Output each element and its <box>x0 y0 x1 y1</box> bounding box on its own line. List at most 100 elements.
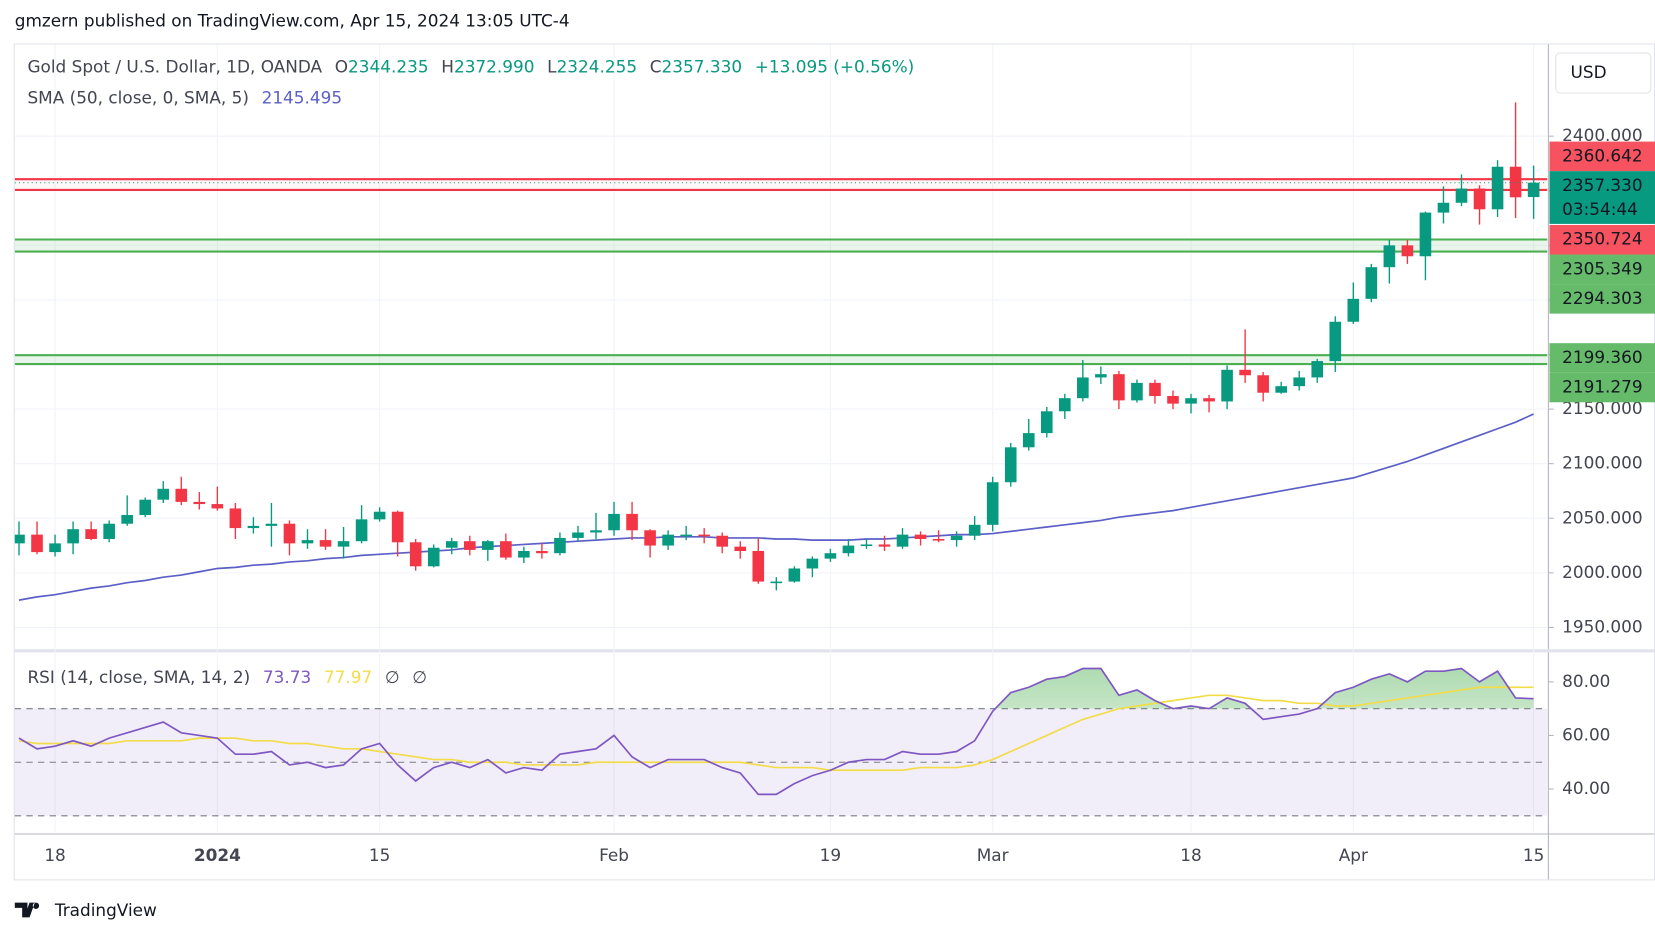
candle-body <box>716 535 729 547</box>
level-badge-label: 2360.642 <box>1562 145 1643 165</box>
level-zone <box>14 239 1548 252</box>
candle-body <box>337 541 350 547</box>
candle-body <box>1293 377 1306 387</box>
ohlc-key: O <box>335 57 348 77</box>
candle-body <box>1329 321 1342 362</box>
candle-body <box>1509 166 1522 198</box>
candle-body <box>229 508 242 529</box>
x-tick-label: 18 <box>44 845 65 865</box>
sma-value: 2145.495 <box>262 87 343 107</box>
x-tick-label: Mar <box>977 845 1009 865</box>
rsi-tick-label: 40.00 <box>1562 778 1610 798</box>
symbol-legend: Gold Spot / U.S. Dollar, 1D, OANDA O2344.… <box>27 57 914 77</box>
candle-body <box>67 529 79 544</box>
candle-body <box>409 542 422 567</box>
x-tick-label: Apr <box>1339 845 1368 865</box>
ohlc-key: H <box>441 57 454 77</box>
candle-body <box>31 534 43 553</box>
x-tick-label: 2024 <box>194 845 241 865</box>
candle-body <box>301 540 314 544</box>
candle-body <box>319 540 332 547</box>
candle-body <box>536 551 548 554</box>
level-badge-label: 2305.349 <box>1562 258 1643 278</box>
candle-body <box>1185 398 1197 404</box>
candle-body <box>896 534 909 547</box>
candle-body <box>518 551 530 558</box>
candle-body <box>626 513 638 531</box>
candle-body <box>265 523 278 526</box>
candle-body <box>85 529 97 540</box>
level-badge-label: 2294.303 <box>1562 288 1643 308</box>
candle-body <box>373 511 386 520</box>
rsi-ma-line <box>18 686 1534 772</box>
rsi-value: 77.97 <box>324 667 372 687</box>
ohlc-key: L <box>547 57 557 77</box>
candle-body <box>1257 375 1269 393</box>
rsi-tick-label: 80.00 <box>1562 671 1610 691</box>
x-tick-label: 15 <box>1523 845 1544 865</box>
candle-body <box>445 541 458 548</box>
candle-body <box>1311 361 1324 378</box>
candle-body <box>644 530 656 546</box>
rsi-extra: ∅ <box>385 667 400 687</box>
candle-body <box>950 535 963 541</box>
candle-body <box>590 530 602 533</box>
currency-label[interactable]: USD <box>1571 62 1607 82</box>
rsi-extra: ∅ <box>412 667 427 687</box>
candle-body <box>211 504 224 509</box>
candle-body <box>121 514 133 524</box>
candle-body <box>1401 245 1414 257</box>
rsi-name: RSI (14, close, SMA, 14, 2) <box>27 667 250 687</box>
x-tick-label: Feb <box>599 845 629 865</box>
candle-body <box>806 558 819 569</box>
level-badge-label: 2199.360 <box>1562 347 1643 367</box>
ohlc-key: C <box>650 57 662 77</box>
candle-body <box>1022 433 1035 448</box>
candle-body <box>842 545 855 554</box>
currency-box[interactable] <box>1555 52 1652 94</box>
level-badge <box>1549 254 1655 285</box>
y-tick-label: 2150.000 <box>1562 398 1643 418</box>
y-tick-label: 2400.000 <box>1562 125 1643 145</box>
level-badge-label: 2191.279 <box>1562 377 1643 397</box>
y-tick-label: 2050.000 <box>1562 507 1643 527</box>
candle-body <box>752 551 765 582</box>
candle-body <box>698 534 710 537</box>
candle-body <box>193 501 206 505</box>
ohlc-value: 2344.235 <box>348 57 429 77</box>
candle-body <box>572 532 584 538</box>
candle-body <box>968 524 981 536</box>
rsi-tick-label: 60.00 <box>1562 724 1610 744</box>
candle-body <box>391 511 404 543</box>
candle-body <box>554 537 566 554</box>
candle-body <box>427 547 440 567</box>
candle-body <box>463 541 476 550</box>
candle-body <box>878 544 891 547</box>
candle-body <box>680 534 692 537</box>
candle-body <box>1527 182 1540 198</box>
candle-body <box>500 541 512 558</box>
candle-body <box>482 541 494 550</box>
level-badge <box>1549 224 1655 255</box>
candle-body <box>175 488 188 502</box>
last-price-label: 2357.330 <box>1562 175 1643 195</box>
candle-body <box>1095 374 1107 378</box>
ohlc-value: 2357.330 <box>662 57 743 77</box>
level-badge-label: 2350.724 <box>1562 229 1643 249</box>
countdown-label: 03:54:44 <box>1562 199 1638 219</box>
sma-name: SMA (50, close, 0, SMA, 5) <box>27 87 248 107</box>
level-badge <box>1549 284 1655 314</box>
ohlc-value: 2324.255 <box>557 57 638 77</box>
chart-frame <box>13 43 1655 881</box>
candle-body <box>1203 398 1215 402</box>
sma-legend: SMA (50, close, 0, SMA, 5) 2145.495 <box>27 87 342 107</box>
level-badge <box>1549 372 1655 403</box>
candle-body <box>1040 411 1053 434</box>
candle-body <box>1437 202 1450 213</box>
candle-body <box>49 543 61 553</box>
symbol-title: Gold Spot / U.S. Dollar, 1D, OANDA <box>27 57 322 77</box>
candle-body <box>355 519 368 542</box>
x-tick-label: 15 <box>369 845 390 865</box>
